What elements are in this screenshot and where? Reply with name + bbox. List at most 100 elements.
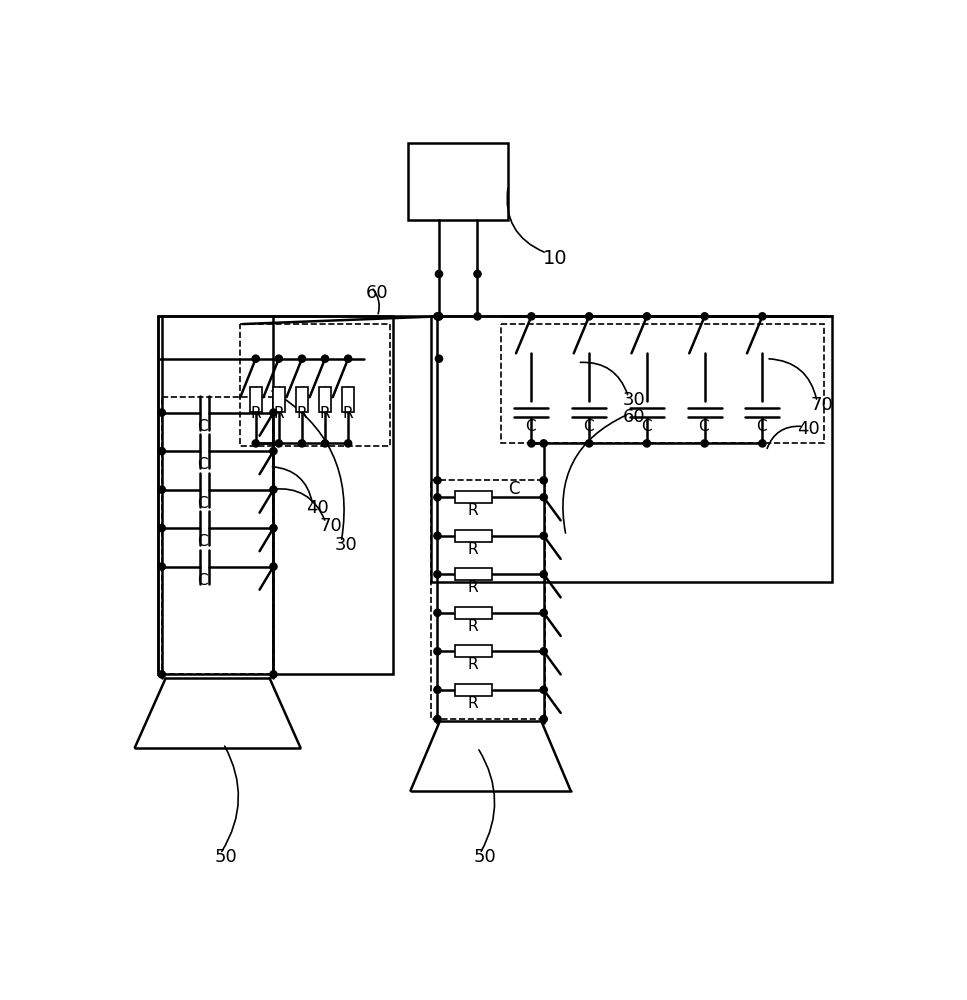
Text: 70: 70 xyxy=(811,396,834,414)
Text: 10: 10 xyxy=(542,249,568,268)
Text: 50: 50 xyxy=(474,848,496,866)
Circle shape xyxy=(434,494,441,501)
Circle shape xyxy=(434,313,441,320)
Circle shape xyxy=(586,440,593,447)
Text: C: C xyxy=(641,419,652,434)
Circle shape xyxy=(541,716,547,723)
Bar xyxy=(501,324,824,443)
Circle shape xyxy=(270,486,277,493)
Text: C: C xyxy=(525,419,536,434)
Bar xyxy=(161,397,274,674)
Circle shape xyxy=(159,525,165,532)
Bar xyxy=(455,607,492,619)
Bar xyxy=(455,645,492,657)
Circle shape xyxy=(586,313,593,320)
Circle shape xyxy=(276,440,282,447)
Circle shape xyxy=(434,532,441,539)
Bar xyxy=(408,143,509,220)
Text: C: C xyxy=(197,496,208,511)
Circle shape xyxy=(541,571,547,578)
Circle shape xyxy=(159,409,165,416)
Circle shape xyxy=(474,313,481,320)
Bar xyxy=(319,387,331,412)
Circle shape xyxy=(759,440,766,447)
Circle shape xyxy=(435,313,443,320)
Text: R: R xyxy=(320,406,331,421)
Circle shape xyxy=(541,686,547,693)
Circle shape xyxy=(322,355,329,362)
Bar xyxy=(455,491,492,503)
Circle shape xyxy=(159,448,165,455)
Circle shape xyxy=(434,477,441,484)
Text: 50: 50 xyxy=(214,848,237,866)
Circle shape xyxy=(344,440,352,447)
Text: C: C xyxy=(197,534,208,549)
Circle shape xyxy=(643,313,651,320)
Bar xyxy=(296,387,308,412)
Text: C: C xyxy=(698,419,709,434)
Circle shape xyxy=(701,440,708,447)
Circle shape xyxy=(270,671,277,678)
Bar xyxy=(241,324,391,446)
Circle shape xyxy=(299,355,306,362)
Text: R: R xyxy=(467,503,478,518)
Text: 70: 70 xyxy=(320,517,342,535)
Circle shape xyxy=(474,271,481,277)
Circle shape xyxy=(159,563,165,570)
Circle shape xyxy=(759,313,766,320)
Text: R: R xyxy=(342,406,353,421)
Text: C: C xyxy=(197,419,208,434)
Text: 40: 40 xyxy=(307,499,330,517)
Text: R: R xyxy=(467,619,478,634)
Text: R: R xyxy=(467,542,478,557)
Circle shape xyxy=(270,525,277,532)
Text: C: C xyxy=(197,573,208,588)
Circle shape xyxy=(434,609,441,616)
Text: C: C xyxy=(583,419,594,434)
Bar xyxy=(249,387,262,412)
Text: C: C xyxy=(756,419,767,434)
Circle shape xyxy=(434,571,441,578)
Circle shape xyxy=(270,563,277,570)
Text: 60: 60 xyxy=(622,408,645,426)
Circle shape xyxy=(322,440,329,447)
Circle shape xyxy=(252,355,259,362)
Text: R: R xyxy=(467,580,478,595)
Bar xyxy=(273,387,285,412)
Circle shape xyxy=(643,440,651,447)
Text: R: R xyxy=(274,406,284,421)
Circle shape xyxy=(434,716,441,723)
Circle shape xyxy=(528,440,535,447)
Text: 30: 30 xyxy=(622,391,645,409)
Bar xyxy=(455,530,492,542)
Circle shape xyxy=(541,648,547,655)
Text: R: R xyxy=(467,657,478,672)
Circle shape xyxy=(344,355,352,362)
Circle shape xyxy=(541,494,547,501)
Circle shape xyxy=(528,313,535,320)
Circle shape xyxy=(434,686,441,693)
Circle shape xyxy=(541,477,547,484)
Bar xyxy=(455,568,492,580)
Text: 60: 60 xyxy=(366,284,389,302)
Text: 40: 40 xyxy=(797,420,820,438)
Bar xyxy=(455,684,492,696)
Circle shape xyxy=(299,440,306,447)
Bar xyxy=(431,316,832,582)
Circle shape xyxy=(252,440,259,447)
Circle shape xyxy=(541,609,547,616)
Text: R: R xyxy=(297,406,308,421)
Circle shape xyxy=(435,313,443,320)
Text: C: C xyxy=(197,457,208,472)
Circle shape xyxy=(435,271,443,277)
Text: 30: 30 xyxy=(335,536,358,554)
Circle shape xyxy=(159,486,165,493)
Circle shape xyxy=(159,671,165,678)
Circle shape xyxy=(541,440,547,447)
Circle shape xyxy=(434,648,441,655)
Circle shape xyxy=(541,532,547,539)
Text: C: C xyxy=(509,480,520,498)
Bar xyxy=(431,480,545,719)
Circle shape xyxy=(276,355,282,362)
Circle shape xyxy=(701,313,708,320)
